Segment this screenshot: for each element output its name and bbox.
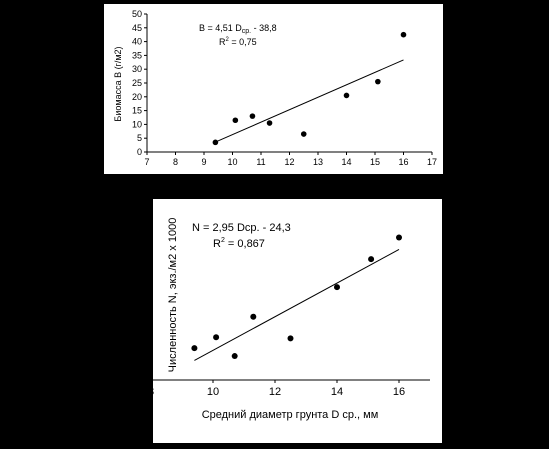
- chart2-r2: R2 = 0,867: [213, 237, 265, 250]
- chart1-equation-subscript: ср.: [242, 28, 251, 35]
- chart2-data-point: [231, 353, 238, 360]
- chart2-x-tick-label: 8: [148, 386, 154, 398]
- chart2-x-tick-label: 16: [393, 386, 405, 398]
- chart2-data-point: [334, 284, 340, 291]
- chart1-x-tick-label: 9: [201, 157, 206, 167]
- chart1-r2-suffix: = 0,75: [229, 37, 257, 47]
- chart2-x-tick-label: 12: [269, 386, 281, 398]
- chart1-data-point: [300, 131, 307, 137]
- chart1-x-tick-label: 8: [173, 157, 178, 167]
- chart1-y-tick-label: 10: [132, 119, 142, 129]
- chart2-data-point: [213, 334, 220, 341]
- chart1-equation-suffix: - 38,8: [251, 23, 277, 33]
- chart1-x-tick-label: 13: [313, 157, 323, 167]
- chart2-data-point: [396, 234, 402, 241]
- chart1-trendline: [215, 59, 404, 143]
- chart2-r2-superscript: 2: [221, 237, 225, 244]
- chart2-equation: N = 2,95 Dср. - 24,3: [192, 222, 291, 234]
- chart1-data-point: [212, 139, 219, 146]
- chart2-y-tick-label: 20: [134, 261, 146, 273]
- chart2-r2-suffix: = 0,867: [225, 238, 265, 250]
- chart-abundance: N = 2,95 Dср. - 24,3 R2 = 0,867 Численно…: [134, 204, 430, 421]
- chart1-data-point: [343, 92, 350, 99]
- chart2-x-axis-label: Средний диаметр грунта D ср., мм: [202, 409, 379, 421]
- top-panel-background: [104, 4, 443, 174]
- chart1-x-tick-label: 11: [256, 157, 265, 167]
- bottom-panel-background: [153, 199, 442, 443]
- chart2-y-tick-label: 15: [134, 289, 146, 301]
- chart2-x-tick-label: 10: [207, 386, 219, 398]
- chart1-y-tick-label: 50: [132, 9, 142, 19]
- chart2-trendline: [194, 249, 400, 361]
- chart1-data-point: [266, 120, 273, 126]
- chart1-y-tick-label: 40: [132, 37, 142, 47]
- chart1-x-tick-label: 16: [398, 157, 408, 167]
- chart1-x-tick-label: 7: [144, 157, 149, 167]
- chart1-y-tick-label: 5: [137, 133, 142, 143]
- chart1-data-point: [375, 78, 381, 85]
- chart1-y-tick-label: 20: [132, 92, 142, 102]
- chart2-y-tick-label: 10: [134, 318, 146, 330]
- chart1-y-tick-label: 15: [132, 106, 142, 116]
- chart2-x-tick-label: 14: [331, 386, 343, 398]
- chart2-data-point: [368, 256, 375, 263]
- chart1-data-point: [232, 117, 239, 124]
- chart2-y-tick-label: 25: [134, 232, 146, 244]
- chart1-x-tick-label: 15: [370, 157, 380, 167]
- chart2-data-point: [250, 313, 257, 320]
- chart1-data-point: [400, 31, 407, 38]
- chart2-y-axis-label: Численность N, экз./м2 х 1000: [167, 218, 179, 373]
- chart1-r2: R2 = 0,75: [219, 37, 257, 47]
- chart2-data-point: [287, 335, 294, 342]
- chart1-y-tick-label: 45: [132, 23, 142, 33]
- chart1-x-tick-label: 10: [227, 157, 237, 167]
- chart2-y-tick-label: 0: [140, 375, 146, 387]
- chart1-y-tick-label: 35: [132, 50, 142, 60]
- chart1-x-tick-label: 17: [427, 157, 437, 167]
- chart1-r2-superscript: 2: [226, 37, 230, 43]
- chart1-x-tick-label: 12: [284, 157, 294, 167]
- chart1-y-axis-label: Биомасса В (г/м2): [113, 46, 123, 121]
- chart1-data-point: [249, 113, 256, 119]
- chart2-y-tick-label: 30: [134, 204, 146, 216]
- chart1-y-tick-label: 30: [132, 64, 142, 74]
- chart1-y-tick-label: 0: [137, 147, 142, 157]
- chart-biomass: B = 4,51 Dср. - 38,8 R2 = 0,75 Биомасса …: [113, 9, 437, 167]
- chart1-x-tick-label: 14: [341, 157, 351, 167]
- chart2-y-tick-label: 5: [140, 346, 146, 358]
- chart2-data-point: [191, 345, 198, 352]
- chart1-equation: B = 4,51 Dср. - 38,8: [199, 23, 277, 35]
- chart1-y-tick-label: 25: [132, 78, 142, 88]
